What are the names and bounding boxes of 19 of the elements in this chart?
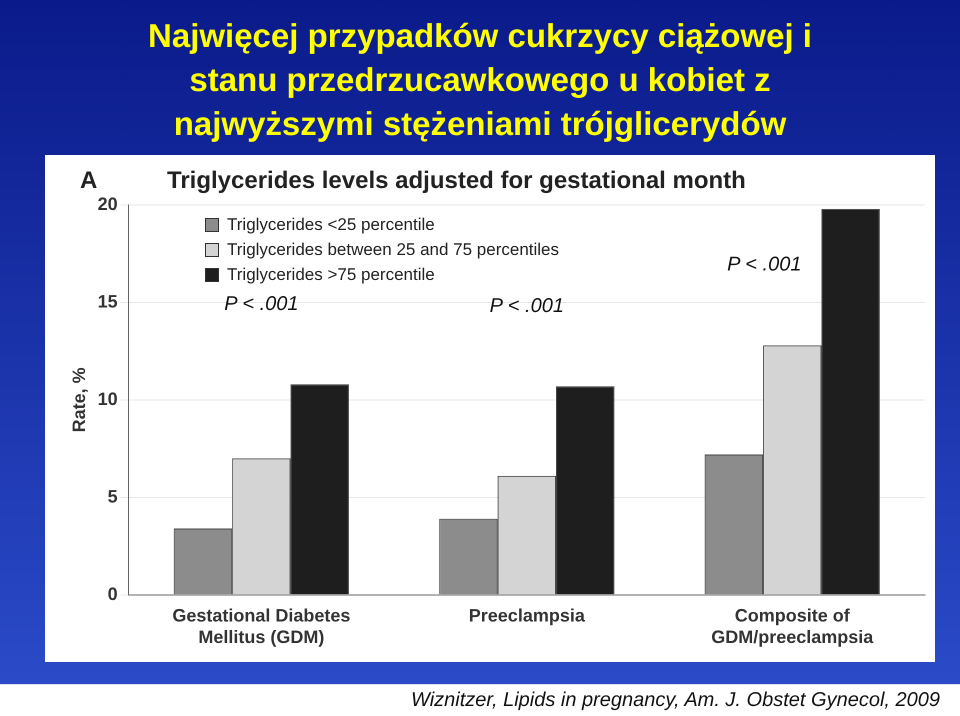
annotation: P < .001 [727,254,802,276]
y-tick-label: 0 [108,584,118,604]
annotation: P < .001 [490,294,564,317]
chart-title: Najwięcej przypadków cukrzycy ciążowej i stanu przedrzucawkowego u kobiet z najwyższymi stężeniami trójglicerydów [147,16,813,144]
y-tick-label: 5 [108,486,118,506]
legend-label: Triglycerides <25 percentile [227,214,435,234]
y-tick-label: 10 [98,388,118,409]
x-tick-label: Composite of GDM/preeclampsia [711,606,874,648]
chart-subtitle: Triglycerides levels adjusted for gestational month [167,167,746,195]
x-tick-label: Gestational Diabetes Mellitus (GDM) [172,606,350,648]
annotation: P < .001 [224,292,299,315]
text: Wiznitzer, Lipids in pregnancy, Am. J. Obstet Gynecol, 2009 [411,689,940,712]
legend-label: Triglycerides between 25 and 75 percentiles [227,240,560,260]
legend-label: Triglycerides >75 percentile [227,264,435,284]
text: A [80,167,98,195]
x-tick-label: Preeclampsia [468,606,586,626]
y-tick-label: 20 [98,194,118,214]
y-axis-title: Rate, % [68,367,89,432]
y-tick-label: 15 [98,291,118,312]
